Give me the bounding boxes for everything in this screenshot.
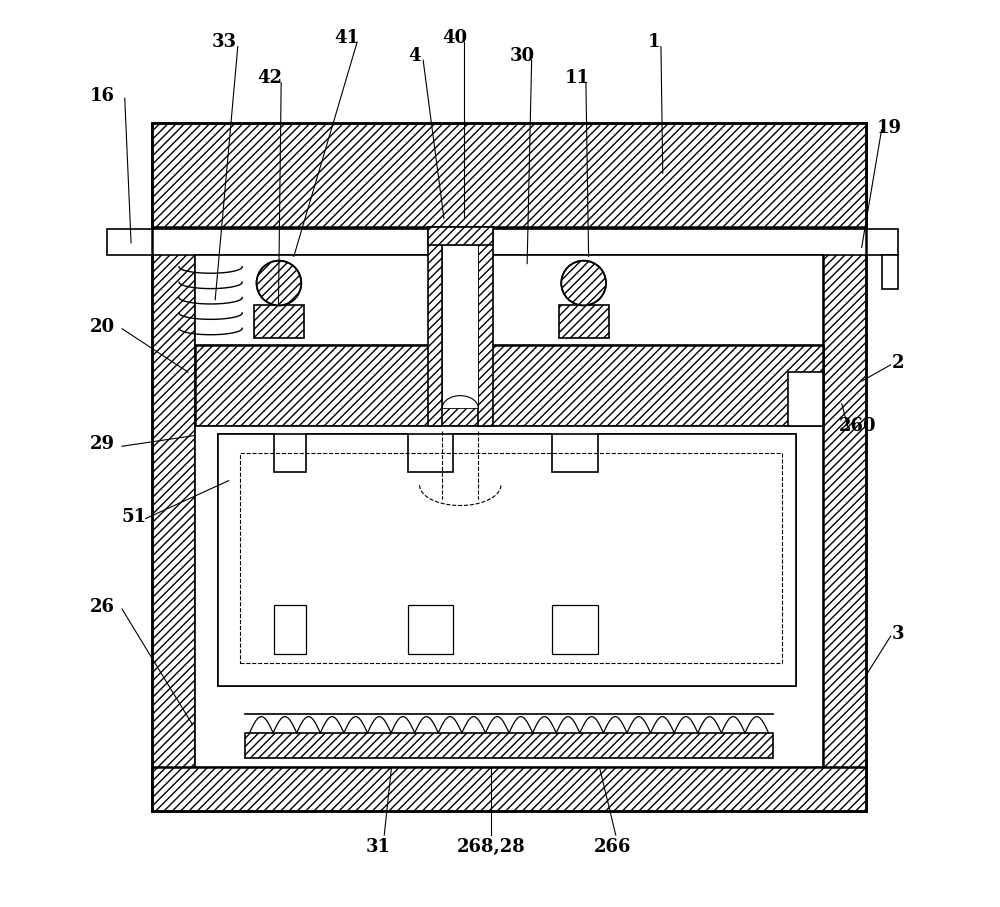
Bar — [428, 228, 493, 245]
Text: 3: 3 — [892, 625, 904, 643]
Bar — [254, 306, 304, 337]
Text: 29: 29 — [90, 435, 115, 454]
Bar — [882, 255, 898, 289]
Text: 1: 1 — [647, 33, 660, 51]
Bar — [152, 123, 195, 811]
Circle shape — [561, 260, 606, 306]
Text: 20: 20 — [90, 318, 115, 336]
Polygon shape — [218, 434, 796, 686]
Text: 16: 16 — [90, 87, 115, 105]
Bar — [195, 426, 823, 767]
Text: 11: 11 — [564, 69, 589, 87]
Bar — [218, 434, 796, 686]
Circle shape — [257, 260, 301, 306]
Bar — [152, 123, 866, 228]
Bar — [788, 372, 823, 426]
Text: 266: 266 — [594, 838, 632, 856]
Text: 4: 4 — [408, 46, 420, 64]
Bar — [195, 255, 823, 345]
Bar — [559, 306, 609, 337]
Bar — [823, 123, 866, 811]
Text: 26: 26 — [90, 599, 115, 616]
Bar — [245, 733, 773, 758]
Bar — [152, 767, 866, 811]
Text: 31: 31 — [365, 838, 390, 856]
Text: 268,28: 268,28 — [457, 838, 525, 856]
Text: 260: 260 — [838, 417, 876, 435]
Text: 40: 40 — [442, 28, 467, 46]
Bar — [274, 604, 306, 654]
Text: 19: 19 — [876, 119, 901, 137]
Bar — [152, 123, 866, 811]
Bar — [442, 245, 478, 408]
Bar — [195, 345, 823, 426]
Bar — [107, 229, 898, 255]
Bar — [478, 228, 493, 426]
Bar — [428, 228, 442, 426]
Bar — [552, 604, 598, 654]
Text: 42: 42 — [257, 69, 282, 87]
Text: 2: 2 — [892, 354, 904, 372]
Text: 51: 51 — [121, 508, 146, 526]
Text: 33: 33 — [212, 33, 237, 51]
Bar — [408, 604, 453, 654]
Text: 41: 41 — [334, 28, 359, 46]
Text: 30: 30 — [510, 46, 535, 64]
